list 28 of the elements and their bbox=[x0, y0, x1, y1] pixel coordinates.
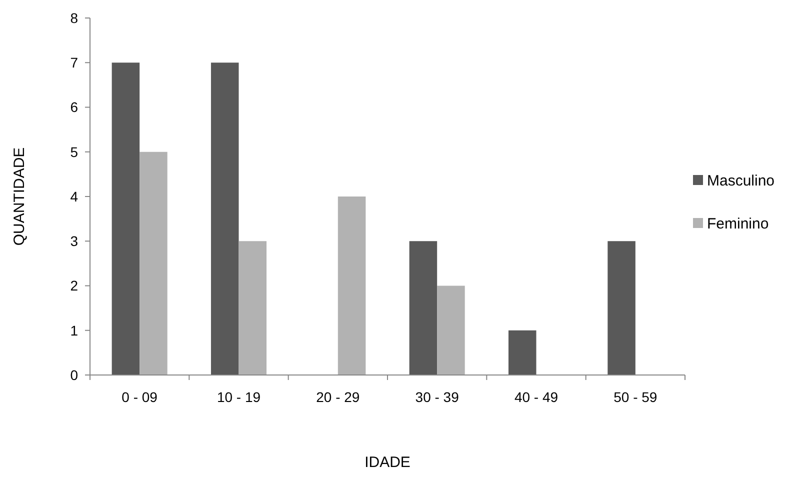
x-tick-label: 0 - 09 bbox=[122, 389, 158, 405]
y-axis-title: QUANTIDADE bbox=[11, 147, 28, 246]
y-tick-label: 1 bbox=[70, 322, 78, 338]
x-tick-label: 40 - 49 bbox=[514, 389, 558, 405]
y-tick-label: 5 bbox=[70, 144, 78, 160]
bar bbox=[238, 241, 267, 375]
legend-label: Masculino bbox=[707, 172, 775, 190]
x-tick-label: 20 - 29 bbox=[316, 389, 360, 405]
x-axis-title: IDADE bbox=[364, 454, 410, 471]
x-tick-label: 10 - 19 bbox=[216, 389, 261, 405]
bar bbox=[338, 196, 366, 375]
bar bbox=[140, 152, 168, 375]
y-tick-label: 3 bbox=[70, 233, 78, 250]
x-tick-label: 30 - 39 bbox=[415, 389, 460, 405]
y-tick-label: 6 bbox=[70, 99, 78, 116]
bar bbox=[210, 62, 239, 375]
legend-label: Feminino bbox=[707, 215, 769, 232]
bar bbox=[508, 330, 536, 375]
y-tick-label: 0 bbox=[70, 366, 78, 383]
y-tick-label: 2 bbox=[70, 278, 78, 294]
y-tick-label: 4 bbox=[70, 188, 78, 204]
bar bbox=[437, 286, 465, 375]
bar bbox=[112, 62, 140, 375]
y-tick-label: 7 bbox=[70, 54, 78, 71]
y-tick-label: 8 bbox=[70, 10, 78, 26]
bar bbox=[409, 241, 438, 375]
x-tick-label: 50 - 59 bbox=[614, 389, 658, 405]
bar bbox=[608, 241, 636, 375]
